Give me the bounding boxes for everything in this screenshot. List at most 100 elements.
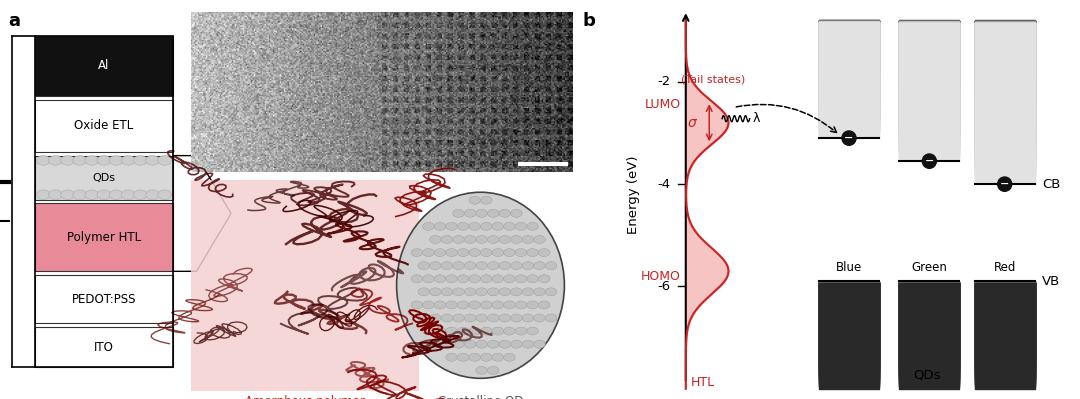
Circle shape: [503, 301, 515, 309]
Bar: [35, 100, 173, 152]
Text: CB: CB: [1042, 178, 1061, 191]
Circle shape: [469, 301, 481, 309]
Circle shape: [515, 249, 527, 257]
Circle shape: [527, 327, 538, 335]
Text: QDs: QDs: [913, 368, 941, 381]
Circle shape: [441, 340, 453, 348]
Text: LUMO: LUMO: [645, 99, 680, 111]
Circle shape: [430, 314, 441, 322]
Circle shape: [49, 190, 63, 200]
Circle shape: [158, 190, 172, 200]
Bar: [35, 275, 173, 323]
Circle shape: [545, 288, 557, 296]
Circle shape: [422, 222, 434, 230]
Circle shape: [499, 262, 511, 270]
Circle shape: [469, 222, 481, 230]
Circle shape: [441, 235, 453, 243]
Text: Al: Al: [98, 59, 110, 72]
Text: Crystalline QD: Crystalline QD: [437, 395, 523, 399]
Circle shape: [499, 235, 511, 243]
Text: a: a: [9, 12, 21, 30]
Circle shape: [487, 288, 499, 296]
Circle shape: [492, 249, 503, 257]
Circle shape: [434, 301, 446, 309]
Circle shape: [527, 222, 538, 230]
Circle shape: [487, 209, 499, 217]
Circle shape: [422, 249, 434, 257]
Circle shape: [453, 209, 464, 217]
Text: Amorphous polymer: Amorphous polymer: [245, 395, 365, 399]
Circle shape: [422, 275, 434, 283]
Text: VB: VB: [1042, 275, 1061, 288]
Circle shape: [545, 262, 557, 270]
Circle shape: [469, 353, 481, 361]
Circle shape: [457, 275, 469, 283]
Circle shape: [522, 262, 534, 270]
Circle shape: [146, 156, 160, 165]
Circle shape: [538, 249, 550, 257]
Circle shape: [511, 262, 522, 270]
Text: b: b: [583, 12, 596, 30]
Circle shape: [453, 340, 464, 348]
Circle shape: [464, 209, 476, 217]
Circle shape: [453, 314, 464, 322]
Circle shape: [422, 301, 434, 309]
Circle shape: [441, 262, 453, 270]
Bar: [191, 180, 419, 391]
Circle shape: [97, 190, 111, 200]
Circle shape: [476, 288, 487, 296]
Circle shape: [522, 235, 534, 243]
Circle shape: [60, 156, 75, 165]
Circle shape: [418, 262, 430, 270]
Text: PEDOT:PSS: PEDOT:PSS: [71, 293, 136, 306]
Circle shape: [434, 327, 446, 335]
Circle shape: [422, 327, 434, 335]
Circle shape: [85, 190, 98, 200]
Circle shape: [457, 327, 469, 335]
Circle shape: [522, 288, 534, 296]
Circle shape: [481, 327, 492, 335]
Bar: [35, 156, 173, 200]
Circle shape: [503, 327, 515, 335]
Circle shape: [492, 275, 503, 283]
Bar: [35, 36, 173, 96]
Circle shape: [503, 249, 515, 257]
Circle shape: [476, 366, 487, 374]
Circle shape: [487, 262, 499, 270]
Circle shape: [487, 366, 499, 374]
Circle shape: [446, 353, 457, 361]
Circle shape: [515, 275, 527, 283]
Circle shape: [469, 275, 481, 283]
Circle shape: [430, 235, 441, 243]
Text: ITO: ITO: [94, 341, 114, 354]
Circle shape: [538, 275, 550, 283]
Text: HOMO: HOMO: [640, 270, 680, 283]
Circle shape: [457, 301, 469, 309]
Circle shape: [411, 249, 422, 257]
Text: Blue: Blue: [836, 261, 862, 274]
Circle shape: [481, 196, 492, 204]
Circle shape: [503, 222, 515, 230]
Circle shape: [418, 288, 430, 296]
Circle shape: [146, 190, 160, 200]
Text: −: −: [1000, 179, 1010, 189]
Circle shape: [527, 249, 538, 257]
Circle shape: [60, 190, 75, 200]
Circle shape: [430, 340, 441, 348]
Circle shape: [441, 314, 453, 322]
Circle shape: [453, 262, 464, 270]
Circle shape: [522, 314, 534, 322]
Circle shape: [511, 314, 522, 322]
Circle shape: [411, 275, 422, 283]
Circle shape: [434, 222, 446, 230]
Circle shape: [446, 327, 457, 335]
Circle shape: [457, 222, 469, 230]
Circle shape: [998, 177, 1012, 191]
Circle shape: [464, 314, 476, 322]
Circle shape: [515, 327, 527, 335]
Text: Polymer HTL: Polymer HTL: [67, 231, 141, 244]
Circle shape: [527, 275, 538, 283]
Text: (Tail states): (Tail states): [681, 74, 745, 84]
Circle shape: [434, 249, 446, 257]
Circle shape: [511, 235, 522, 243]
